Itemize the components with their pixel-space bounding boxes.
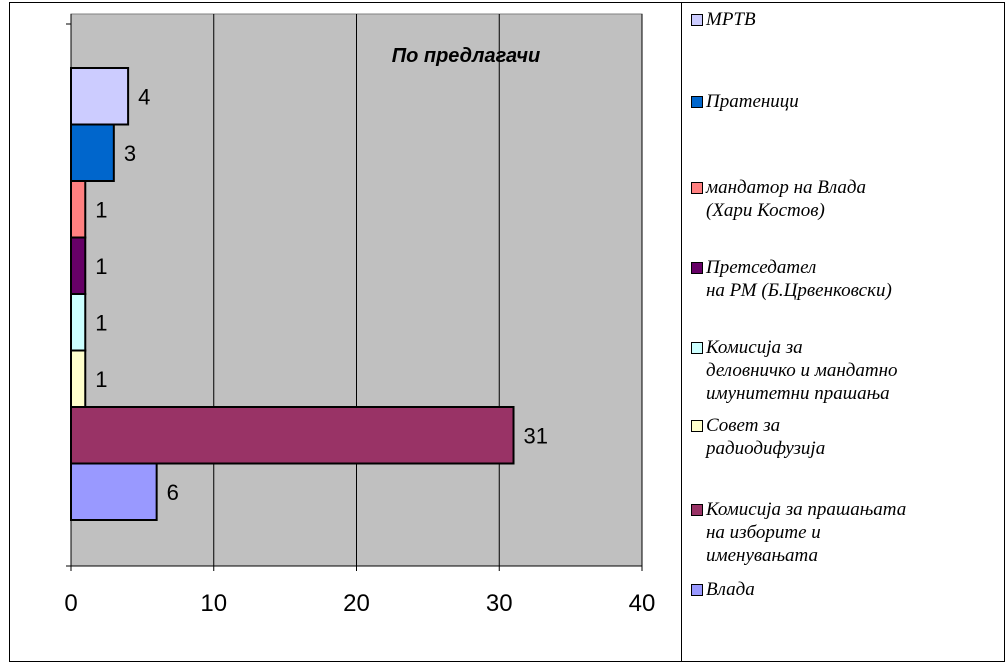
legend-item-komisija-izbori: Комисија за прашањата на изборите и имен… xyxy=(691,498,996,567)
data-label: 1 xyxy=(95,310,107,335)
x-tick-label: 0 xyxy=(64,590,77,617)
data-label: 31 xyxy=(524,423,548,448)
legend-swatch xyxy=(691,584,703,596)
legend-swatch xyxy=(691,342,703,354)
legend-swatch xyxy=(691,262,703,274)
legend-swatch xyxy=(691,420,703,432)
legend-label: Комисија за деловничко и мандатно имунит… xyxy=(706,337,898,404)
bar xyxy=(70,180,87,239)
legend-label: МРТВ xyxy=(706,9,756,30)
data-label: 6 xyxy=(167,480,179,505)
legend-item-mandator: мандатор на Влада (Хари Костов) xyxy=(691,176,996,222)
legend-label: мандатор на Влада (Хари Костов) xyxy=(706,177,867,221)
legend-item-mrtv: МРТВ xyxy=(691,8,996,31)
legend-label: Влада xyxy=(706,579,755,600)
x-tick-label: 40 xyxy=(629,590,656,617)
legend-divider xyxy=(681,2,682,662)
legend-item-prateniciji: Пратеници xyxy=(691,90,996,113)
legend-item-sovet: Совет за радиодифузија xyxy=(691,414,996,460)
legend-swatch xyxy=(691,96,703,108)
data-label: 3 xyxy=(124,141,136,166)
bar xyxy=(70,236,87,295)
bar xyxy=(70,349,87,408)
legend-item-komisija-delovnik: Комисија за деловничко и мандатно имунит… xyxy=(691,336,996,405)
legend-label: Комисија за прашањата на изборите и имен… xyxy=(706,499,907,566)
x-tick-label: 20 xyxy=(343,590,370,617)
x-tick-label: 30 xyxy=(486,590,513,617)
legend-item-vlada: Влада xyxy=(691,578,996,601)
bar xyxy=(70,462,158,521)
bar xyxy=(70,406,515,465)
data-label: 4 xyxy=(138,84,150,109)
legend-label: Пратеници xyxy=(706,91,799,112)
bar xyxy=(70,293,87,352)
legend-swatch xyxy=(691,14,703,26)
legend-swatch xyxy=(691,504,703,516)
bar xyxy=(70,123,115,182)
bar xyxy=(70,67,130,126)
legend-swatch xyxy=(691,182,703,194)
legend-item-pretsedatel: Претседател на РМ (Б.Црвенковски) xyxy=(691,256,996,302)
data-label: 1 xyxy=(95,254,107,279)
legend-label: Претседател на РМ (Б.Црвенковски) xyxy=(706,257,892,301)
legend-label: Совет за радиодифузија xyxy=(706,415,826,459)
chart-title: По предлагачи xyxy=(392,45,541,67)
data-label: 1 xyxy=(95,367,107,392)
x-tick-label: 10 xyxy=(200,590,227,617)
data-label: 1 xyxy=(95,197,107,222)
